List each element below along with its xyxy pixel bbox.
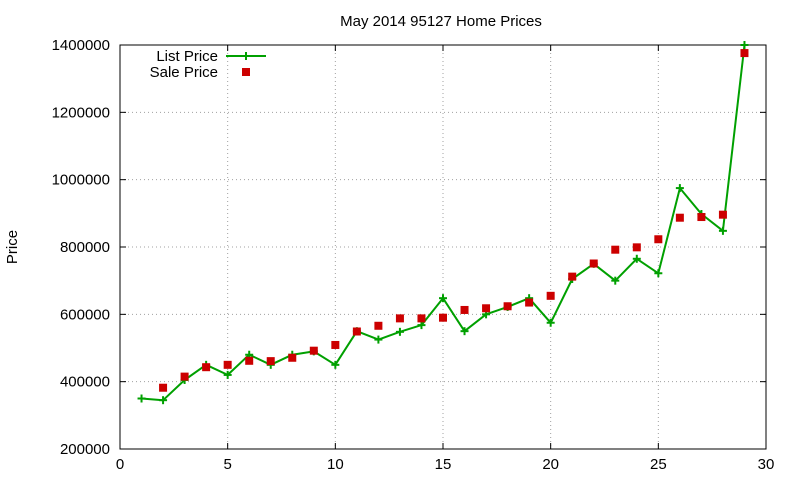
x-tick-label: 20 — [542, 456, 559, 473]
sale-price-point — [331, 340, 340, 349]
plot-area — [137, 41, 749, 405]
chart-title: May 2014 95127 Home Prices — [340, 13, 542, 30]
list-price-point — [439, 294, 447, 303]
sale-price-point — [417, 314, 426, 323]
list-price-point — [546, 318, 555, 327]
legend-square-marker — [242, 68, 250, 76]
y-tick-label: 1000000 — [52, 172, 110, 189]
sale-price-point — [374, 321, 383, 330]
grid-lines — [120, 45, 766, 449]
sale-price-point — [632, 243, 641, 252]
sale-price-point — [675, 213, 684, 222]
sale-price-point — [180, 372, 189, 381]
x-tick-label: 0 — [116, 456, 124, 473]
list-price-point — [611, 276, 620, 285]
list-price-point — [718, 226, 727, 235]
x-tick-label: 10 — [327, 456, 344, 473]
list-price-point — [675, 184, 684, 193]
list-price-point — [395, 327, 404, 336]
list-price-point — [632, 254, 641, 263]
sale-price-point — [202, 363, 211, 372]
sale-price-point — [740, 49, 749, 58]
sale-price-point — [482, 304, 491, 313]
list-price-point — [374, 335, 383, 344]
y-tick-label: 400000 — [60, 374, 110, 391]
sale-price-point — [589, 259, 598, 268]
y-tick-label: 200000 — [60, 441, 110, 458]
sale-price-point — [223, 360, 232, 369]
list-price-point — [159, 396, 168, 405]
sale-price-point — [503, 302, 512, 311]
list-price-line — [141, 44, 746, 402]
list-price-point — [137, 394, 146, 403]
sale-price-point — [611, 245, 620, 254]
sale-price-point — [718, 210, 727, 219]
y-tick-label: 1400000 — [52, 37, 110, 54]
plot-frame — [119, 44, 767, 450]
sale-price-point — [654, 235, 663, 244]
legend-label: List Price — [156, 48, 218, 65]
sale-price-point — [352, 327, 361, 336]
list-price-point — [417, 321, 426, 330]
sale-price-point — [439, 313, 447, 322]
sale-price-point — [697, 213, 706, 222]
list-price-point — [460, 327, 469, 336]
list-price-point — [331, 360, 340, 369]
sale-price-point — [568, 272, 577, 281]
sale-price-point — [525, 298, 534, 307]
sale-price-point — [159, 383, 168, 392]
x-tick-label: 15 — [435, 456, 452, 473]
sale-price-point — [395, 314, 404, 323]
legend-label: Sale Price — [150, 64, 218, 81]
y-axis-label: Price — [4, 230, 21, 264]
sale-price-point — [266, 357, 275, 366]
y-tick-label: 800000 — [60, 239, 110, 256]
sale-price-point — [460, 305, 469, 314]
legend-plus-marker — [242, 52, 250, 60]
axes: 200000 400000 600000 800000 1000000 1200000 14… — [52, 37, 775, 473]
list-price-point — [740, 41, 749, 49]
x-tick-label: 30 — [758, 456, 775, 473]
y-tick-label: 600000 — [60, 306, 110, 323]
x-tick-label: 5 — [223, 456, 231, 473]
list-price-point — [223, 370, 232, 379]
x-tick-label: 25 — [650, 456, 667, 473]
list-price-point — [654, 269, 663, 278]
sale-price-point — [309, 346, 318, 355]
y-tick-label: 1200000 — [52, 104, 110, 121]
sale-price-point — [245, 356, 254, 365]
sale-price-point — [288, 353, 297, 362]
sale-price-point — [546, 291, 555, 300]
